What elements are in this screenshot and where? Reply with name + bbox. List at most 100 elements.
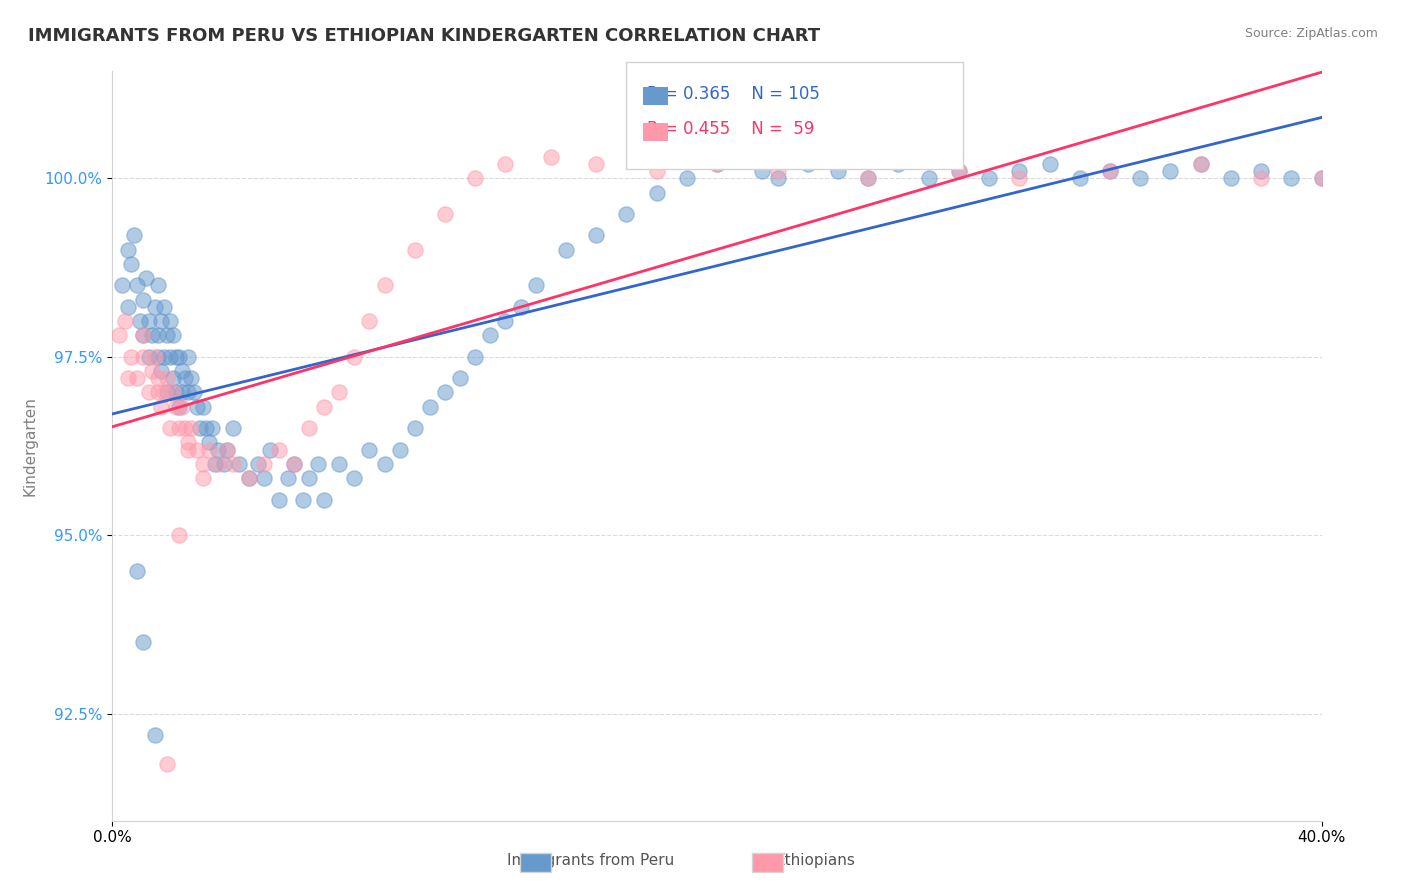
Point <box>146 328 169 343</box>
Point <box>138 314 160 328</box>
Point <box>146 385 169 400</box>
Point <box>132 635 155 649</box>
Point <box>1250 171 1272 186</box>
Point <box>125 371 148 385</box>
Point <box>110 278 132 293</box>
Point <box>238 471 260 485</box>
Point <box>328 457 350 471</box>
Point <box>191 471 215 485</box>
Point <box>1099 164 1122 178</box>
Point <box>149 364 172 378</box>
Point <box>434 385 457 400</box>
Point <box>165 385 187 400</box>
Point <box>404 421 426 435</box>
Point <box>479 328 502 343</box>
Point <box>120 350 142 364</box>
Point <box>509 300 531 314</box>
Point <box>114 314 136 328</box>
Point <box>948 164 970 178</box>
Point <box>117 371 139 385</box>
Point <box>149 314 172 328</box>
Point <box>177 435 200 450</box>
Point <box>1189 157 1212 171</box>
Point <box>524 278 547 293</box>
Point <box>217 442 239 457</box>
Point <box>827 164 849 178</box>
Point <box>1310 171 1333 186</box>
Point <box>174 421 197 435</box>
Point <box>1069 171 1091 186</box>
Point <box>162 385 184 400</box>
Point <box>267 442 290 457</box>
Point <box>180 371 202 385</box>
Point <box>207 457 229 471</box>
Point <box>132 328 155 343</box>
Text: Immigrants from Peru: Immigrants from Peru <box>508 854 673 868</box>
Point <box>141 328 163 343</box>
Point <box>328 385 350 400</box>
Point <box>291 492 314 507</box>
Point <box>253 471 276 485</box>
Point <box>238 471 260 485</box>
Point <box>146 278 169 293</box>
Point <box>283 457 305 471</box>
Point <box>298 471 321 485</box>
Point <box>165 400 187 414</box>
Point <box>253 457 276 471</box>
Point <box>374 278 396 293</box>
Point <box>174 371 197 385</box>
Point <box>177 385 200 400</box>
Point <box>167 400 190 414</box>
Point <box>343 350 366 364</box>
Point <box>1281 171 1303 186</box>
Point <box>359 314 381 328</box>
Point <box>419 400 441 414</box>
Point <box>191 457 215 471</box>
Point <box>125 564 148 578</box>
Point <box>138 350 160 364</box>
Point <box>1099 164 1122 178</box>
Text: Ethiopians: Ethiopians <box>776 854 855 868</box>
Point <box>887 157 910 171</box>
Point <box>117 243 139 257</box>
Point <box>156 756 179 771</box>
Text: R = 0.455    N =  59: R = 0.455 N = 59 <box>647 120 814 138</box>
Point <box>186 442 208 457</box>
Point <box>125 278 148 293</box>
Text: IMMIGRANTS FROM PERU VS ETHIOPIAN KINDERGARTEN CORRELATION CHART: IMMIGRANTS FROM PERU VS ETHIOPIAN KINDER… <box>28 27 820 45</box>
Point <box>120 257 142 271</box>
Point <box>298 421 321 435</box>
Point <box>143 350 166 364</box>
Point <box>645 164 668 178</box>
Point <box>1008 171 1031 186</box>
Point <box>167 528 190 542</box>
Point <box>706 157 728 171</box>
Text: Source: ZipAtlas.com: Source: ZipAtlas.com <box>1244 27 1378 40</box>
Point <box>122 228 145 243</box>
Point <box>948 164 970 178</box>
Point <box>198 442 221 457</box>
Point <box>159 314 181 328</box>
Point <box>183 385 205 400</box>
Point <box>132 293 155 307</box>
Point <box>449 371 471 385</box>
Point <box>766 164 789 178</box>
Point <box>146 371 169 385</box>
Point <box>162 371 184 385</box>
Point <box>156 385 179 400</box>
Point <box>198 435 221 450</box>
Point <box>307 457 329 471</box>
Point <box>167 350 190 364</box>
Point <box>138 385 160 400</box>
Point <box>1129 171 1152 186</box>
Point <box>858 171 880 186</box>
Point <box>180 421 202 435</box>
Point <box>217 442 239 457</box>
Point <box>464 171 486 186</box>
Point <box>186 400 208 414</box>
Point <box>495 314 517 328</box>
Point <box>153 300 176 314</box>
Point <box>1250 164 1272 178</box>
Point <box>170 385 193 400</box>
Point <box>222 421 245 435</box>
